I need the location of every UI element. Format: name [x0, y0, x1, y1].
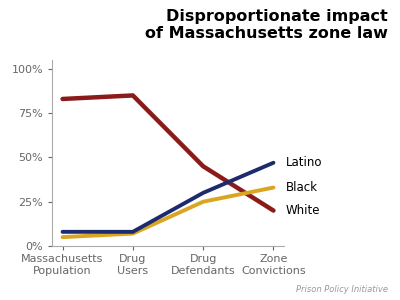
Text: Prison Policy Initiative: Prison Policy Initiative: [296, 285, 388, 294]
Text: Black: Black: [286, 181, 318, 194]
Text: Latino: Latino: [286, 156, 323, 169]
Text: Disproportionate impact
of Massachusetts zone law: Disproportionate impact of Massachusetts…: [145, 9, 388, 41]
Text: White: White: [286, 204, 321, 217]
